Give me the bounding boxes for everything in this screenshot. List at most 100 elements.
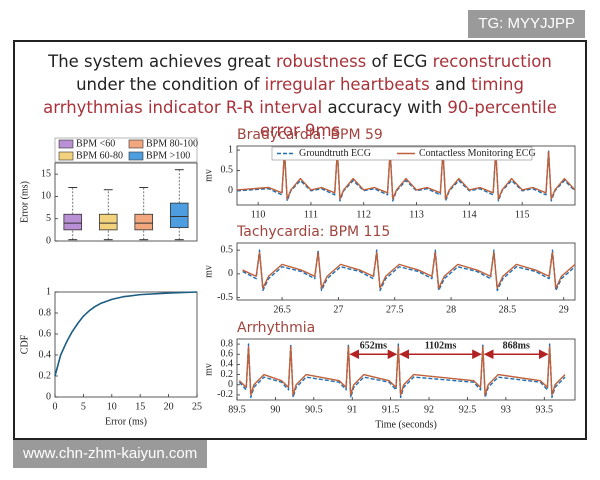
box xyxy=(98,213,118,231)
x-tick-label: 92 xyxy=(424,404,434,415)
x-tick-label: 26.5 xyxy=(273,304,291,315)
chart-title: Bradycardia: BPM 59 xyxy=(237,127,383,143)
series-line xyxy=(54,291,198,377)
chart-title: Arrhythmia xyxy=(237,320,315,336)
headline: The system achieves great robustness of … xyxy=(30,50,570,142)
box xyxy=(134,213,154,231)
legend-label: BPM <60 xyxy=(76,138,115,149)
legend-box xyxy=(54,137,198,163)
x-tick-label: 89.5 xyxy=(228,404,246,415)
legend-label: BPM >100 xyxy=(146,150,190,161)
y-tick-label: 10 xyxy=(41,191,51,202)
y-tick-label: 0.8 xyxy=(221,338,234,349)
x-axis-label: Error (ms) xyxy=(105,416,147,427)
x-tick-label: 113 xyxy=(409,209,424,220)
chart-title: Tachycardia: BPM 115 xyxy=(236,224,390,240)
legend-label: Contactless Monitoring ECG xyxy=(419,148,536,159)
interval-label: 652ms xyxy=(360,341,387,352)
series-line xyxy=(236,151,576,200)
interval-label: 868ms xyxy=(503,341,530,352)
x-axis-label: Time (seconds) xyxy=(375,419,437,430)
y-tick-label: 0.4 xyxy=(39,349,52,360)
y-tick-label: 0.2 xyxy=(39,370,52,381)
watermark: TG: MYYJJPP xyxy=(468,10,585,38)
headline-segment: reconstruction xyxy=(432,52,552,71)
legend-swatch xyxy=(128,151,144,161)
x-tick-label: 0 xyxy=(53,401,58,412)
y-axis-label: CDF xyxy=(19,334,30,354)
y-tick-label: 0.2 xyxy=(221,369,234,380)
y-axis-label: mv xyxy=(203,169,214,182)
y-tick-label: 5 xyxy=(46,213,51,224)
series-line xyxy=(242,249,576,292)
x-tick-label: 10 xyxy=(107,401,117,412)
y-tick-label: 0 xyxy=(228,379,233,390)
x-tick-label: 5 xyxy=(81,401,86,412)
y-tick-label: 0 xyxy=(228,268,233,279)
x-tick-label: 90 xyxy=(270,404,280,415)
y-tick-label: 0 xyxy=(46,235,51,246)
series-line xyxy=(238,343,566,399)
x-tick-label: 28.5 xyxy=(499,304,517,315)
x-tick-label: 27.5 xyxy=(386,304,404,315)
x-tick-label: 112 xyxy=(356,209,371,220)
x-tick-label: 25 xyxy=(192,401,202,412)
x-tick-label: 93.5 xyxy=(536,404,554,415)
x-tick-label: 27 xyxy=(333,304,343,315)
x-tick-label: 111 xyxy=(304,209,318,220)
y-axis-label: mv xyxy=(203,363,214,376)
x-tick-label: 115 xyxy=(515,209,530,220)
x-tick-label: 110 xyxy=(251,209,266,220)
legend-swatch xyxy=(128,139,144,149)
x-tick-label: 92.5 xyxy=(459,404,477,415)
headline-segment: of ECG xyxy=(366,52,433,71)
box xyxy=(63,213,83,231)
headline-segment: irregular heartbeats xyxy=(264,75,430,94)
x-tick-label: 20 xyxy=(164,401,174,412)
y-tick-label: 0.4 xyxy=(221,359,234,370)
x-tick-label: 15 xyxy=(135,401,145,412)
x-tick-label: 91.5 xyxy=(382,404,400,415)
interval-label: 1102ms xyxy=(425,341,457,352)
x-tick-label: 90.5 xyxy=(305,404,323,415)
x-tick-label: 28 xyxy=(446,304,456,315)
series-line xyxy=(242,251,576,289)
y-tick-label: 0 xyxy=(46,391,51,402)
headline-segment: under the condition of xyxy=(76,75,265,94)
headline-segment: timing arrhythmias indicator R-R interva… xyxy=(43,75,524,117)
y-axis-label: Error (ms) xyxy=(19,181,30,223)
headline-segment: robustness xyxy=(275,52,367,71)
x-tick-label: 29 xyxy=(559,304,569,315)
box xyxy=(169,202,189,229)
y-tick-label: 0.5 xyxy=(221,165,234,176)
series-line xyxy=(236,149,576,202)
watermark: www.chn-zhm-kaiyun.com xyxy=(13,440,208,468)
y-tick-label: 0.6 xyxy=(221,349,234,360)
headline-segment: 90-percentile error 9ms xyxy=(259,98,557,140)
y-axis-label: mv xyxy=(203,265,214,278)
y-tick-label: 15 xyxy=(41,168,51,179)
plot-frame xyxy=(236,242,576,301)
y-tick-label: 1 xyxy=(46,286,51,297)
headline-segment: The system achieves great xyxy=(48,52,276,71)
y-tick-label: 0.5 xyxy=(221,244,234,255)
legend-label: BPM 80-100 xyxy=(146,138,198,149)
legend-label: BPM 60-80 xyxy=(76,150,123,161)
x-tick-label: 91 xyxy=(347,404,357,415)
y-tick-label: -0.2 xyxy=(217,389,233,400)
y-tick-label: 0.6 xyxy=(39,328,52,339)
x-tick-label: 93 xyxy=(501,404,511,415)
headline-segment: and xyxy=(429,75,472,94)
legend-label: Groundtruth ECG xyxy=(299,148,371,159)
plot-frame xyxy=(54,291,198,398)
y-tick-label: 0.8 xyxy=(39,307,52,318)
y-tick-label: 1 xyxy=(228,144,233,155)
series-line xyxy=(238,345,566,396)
y-tick-label: 0 xyxy=(228,185,233,196)
legend-swatch xyxy=(58,151,74,161)
legend-swatch xyxy=(58,139,74,149)
headline-segment: accuracy with xyxy=(322,98,448,117)
y-tick-label: -0.5 xyxy=(217,292,233,303)
